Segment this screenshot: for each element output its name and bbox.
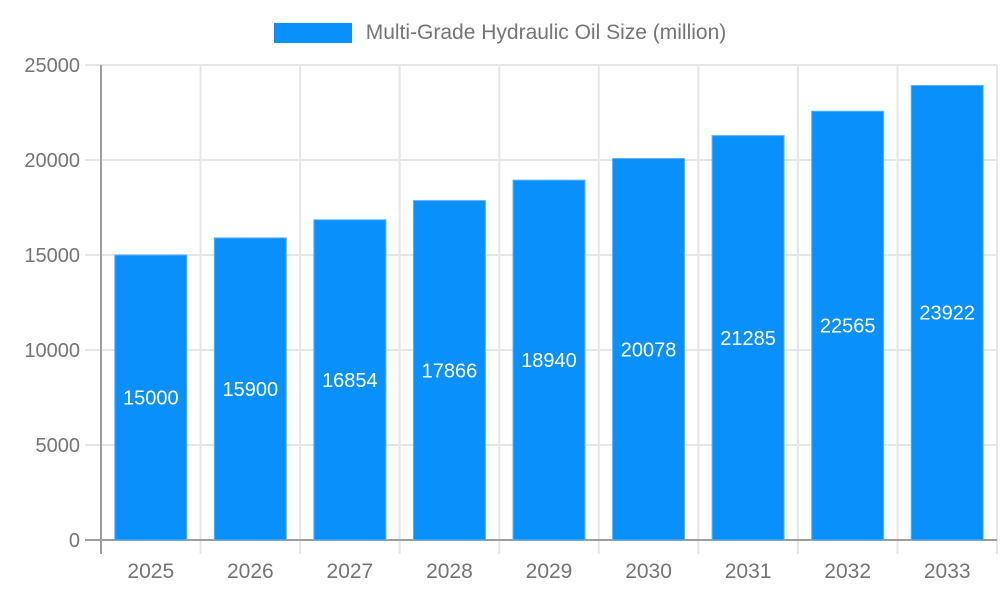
x-axis-tick-label: 2027 bbox=[327, 560, 374, 583]
bar-value-label: 23922 bbox=[919, 303, 975, 325]
y-axis-tick-label: 25000 bbox=[24, 55, 80, 77]
bar[interactable] bbox=[412, 200, 486, 541]
x-axis-tick-label: 2028 bbox=[426, 560, 473, 583]
x-axis-tick-label: 2025 bbox=[127, 560, 174, 583]
bar-value-label: 15900 bbox=[223, 379, 279, 401]
x-axis-tick-label: 2030 bbox=[625, 560, 672, 583]
x-axis-tick-label: 2026 bbox=[227, 560, 274, 583]
bar-value-label: 22565 bbox=[820, 316, 876, 338]
bar-value-label: 15000 bbox=[123, 388, 179, 410]
y-axis-tick-label: 0 bbox=[69, 530, 80, 552]
legend-swatch bbox=[273, 23, 352, 43]
bar-value-label: 20078 bbox=[621, 339, 677, 361]
bar[interactable] bbox=[910, 84, 984, 541]
bar[interactable] bbox=[114, 254, 188, 541]
x-axis-tick-label: 2029 bbox=[526, 560, 573, 583]
y-axis-tick-label: 5000 bbox=[36, 435, 81, 457]
x-axis-tick-label: 2033 bbox=[924, 560, 971, 583]
bar-value-label: 21285 bbox=[720, 328, 776, 350]
legend-item[interactable]: Multi-Grade Hydraulic Oil Size (million) bbox=[0, 20, 1000, 46]
bar[interactable] bbox=[612, 158, 686, 541]
bar[interactable] bbox=[811, 110, 885, 541]
bar-value-label: 16854 bbox=[322, 370, 378, 392]
x-axis-tick-label: 2031 bbox=[725, 560, 772, 583]
legend-label: Multi-Grade Hydraulic Oil Size (million) bbox=[365, 21, 727, 44]
x-axis-tick-label: 2032 bbox=[824, 560, 871, 583]
y-axis-tick-label: 15000 bbox=[24, 245, 80, 267]
bar-value-label: 17866 bbox=[422, 360, 478, 382]
bar[interactable] bbox=[512, 179, 586, 541]
bar[interactable] bbox=[313, 219, 387, 541]
bar[interactable] bbox=[711, 135, 785, 541]
bar[interactable] bbox=[213, 237, 287, 541]
y-axis-tick-label: 20000 bbox=[24, 150, 80, 172]
bar-value-label: 18940 bbox=[521, 350, 577, 372]
y-axis-tick-label: 10000 bbox=[24, 340, 80, 362]
